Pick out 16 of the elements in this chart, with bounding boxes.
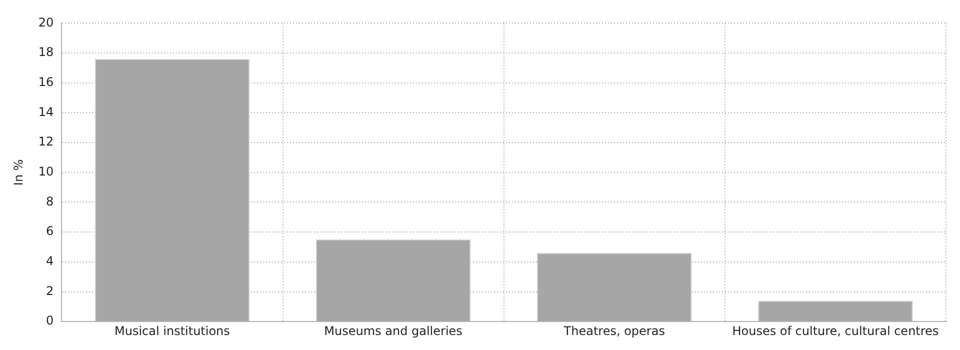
x-tick-label: Musical institutions: [114, 324, 230, 338]
y-tick-label: 14: [38, 104, 54, 119]
y-tick-label: 4: [46, 254, 54, 268]
y-tick-label: 20: [38, 15, 54, 30]
y-tick-label: 2: [46, 284, 54, 298]
x-tick-label: Theatres, operas: [562, 324, 665, 338]
y-tick-label: 12: [38, 134, 54, 149]
y-tick-label: 8: [46, 194, 54, 208]
x-tick-label: Museums and galleries: [324, 324, 462, 338]
y-tick-label: 6: [46, 224, 54, 238]
y-tick-label: 18: [38, 45, 54, 60]
y-tick-label: 0: [46, 314, 54, 328]
y-tick-label: 16: [38, 75, 54, 90]
y-tick-label: 10: [38, 164, 54, 179]
y-axis-title: In %: [11, 159, 26, 186]
x-tick-label: Houses of culture, cultural centres: [732, 324, 939, 338]
